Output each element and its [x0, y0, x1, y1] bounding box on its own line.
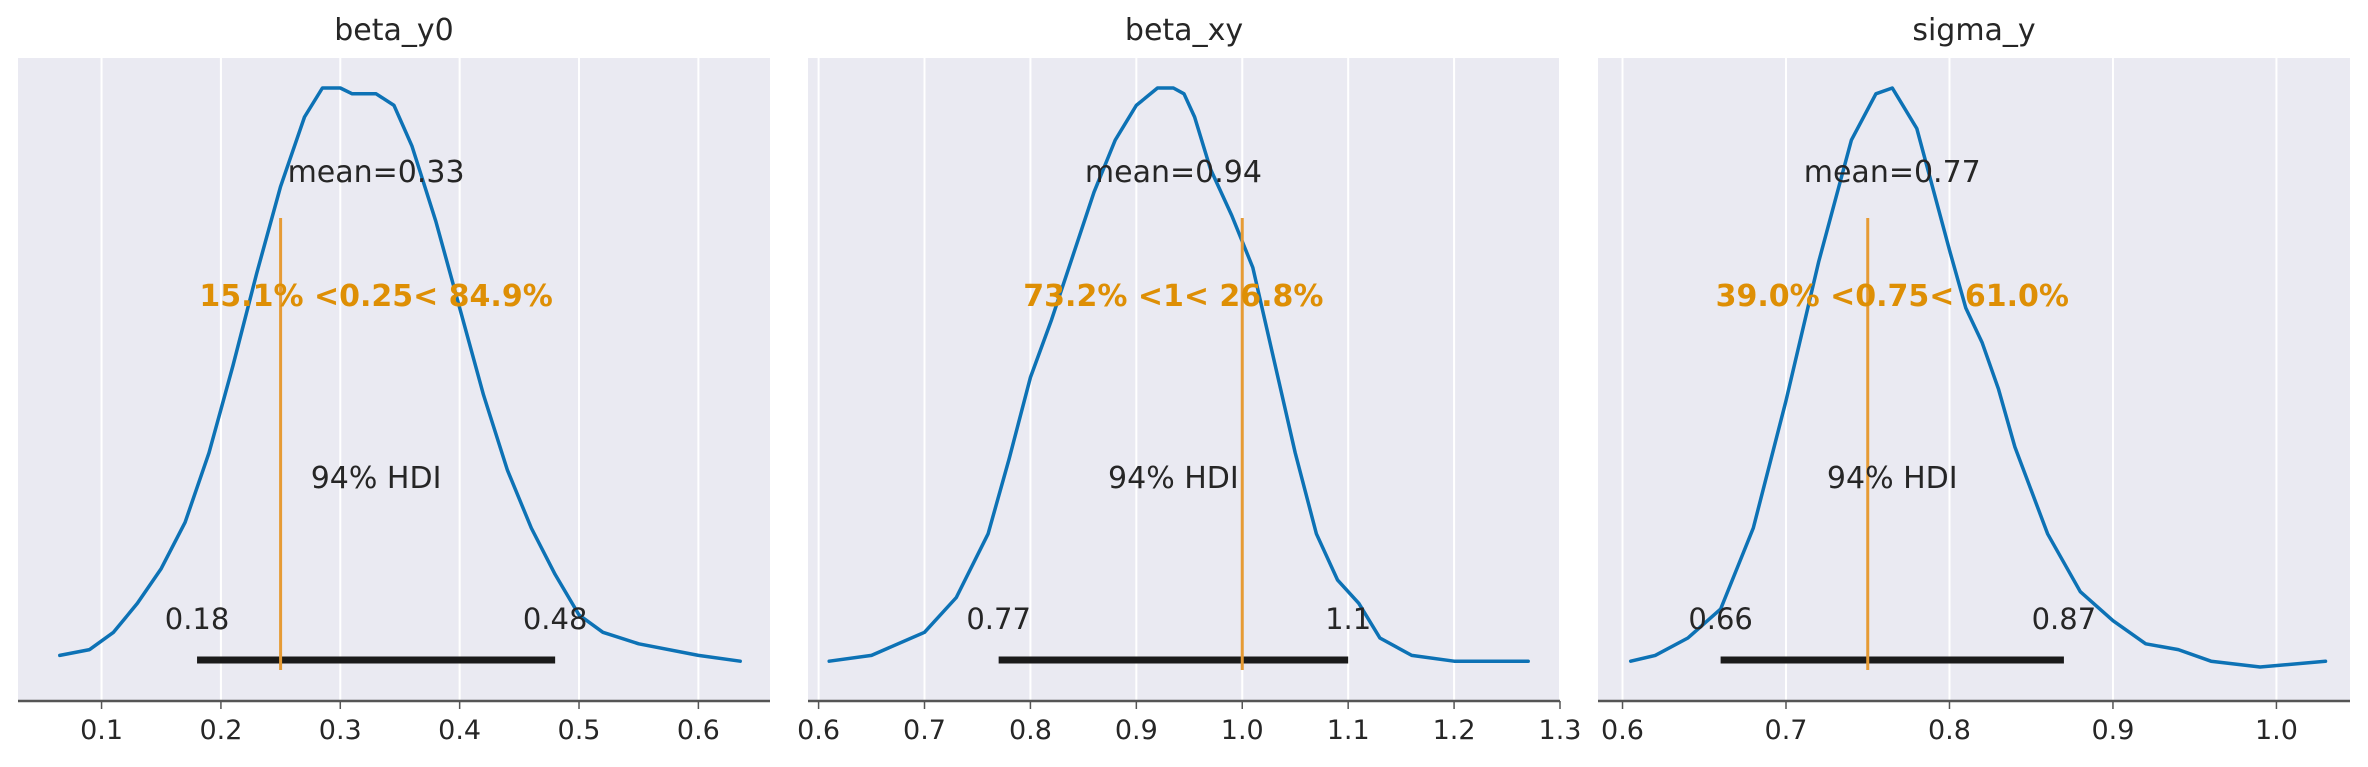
x-tick-label: 0.9 [1115, 715, 1158, 746]
x-tick-label: 1.0 [2255, 715, 2298, 746]
panel-title: beta_xy [1125, 13, 1243, 48]
mean-label: mean=0.77 [1804, 155, 1981, 190]
x-tick-label: 0.6 [677, 715, 720, 746]
plot-area [1598, 58, 2350, 701]
x-tick-label: 0.6 [1601, 715, 1644, 746]
hdi-label: 94% HDI [1108, 461, 1239, 496]
x-tick-label: 0.4 [438, 715, 481, 746]
x-tick-label: 0.9 [2091, 715, 2134, 746]
x-tick-label: 0.2 [199, 715, 242, 746]
panel-beta_xy: 0.6 0.7 0.8 0.9 1.0 1.1 1.2 1.3 beta_xy mean=0.94… [797, 13, 1581, 746]
hdi-label: 94% HDI [311, 461, 442, 496]
panel-beta_y0: 0.1 0.2 0.3 0.4 0.5 0.6 beta_y0 mean=0.33 15.1% … [18, 13, 770, 746]
hdi-high-label: 0.48 [523, 602, 588, 636]
x-tick-label: 0.6 [797, 715, 840, 746]
x-tick-label: 1.0 [1221, 715, 1264, 746]
density-curve [827, 86, 1530, 663]
x-tick-label: 0.7 [1765, 715, 1808, 746]
reference-label: 15.1% <0.25< 84.9% [199, 279, 552, 314]
reference-label: 39.0% <0.75< 61.0% [1716, 279, 2069, 314]
hdi-high-label: 0.87 [2032, 602, 2097, 636]
plot-area [808, 58, 1560, 701]
panel-title: sigma_y [1912, 13, 2035, 48]
x-tick-label: 0.1 [80, 715, 123, 746]
reference-label: 73.2% <1< 26.8% [1023, 279, 1323, 314]
density-curve [58, 86, 742, 663]
x-tick-label: 0.3 [319, 715, 362, 746]
x-tick-label: 0.8 [1928, 715, 1971, 746]
mean-label: mean=0.33 [288, 155, 465, 190]
x-tick-label: 0.5 [558, 715, 601, 746]
x-tick-label: 1.2 [1433, 715, 1476, 746]
hdi-high-label: 1.1 [1325, 602, 1371, 636]
hdi-low-label: 0.18 [165, 602, 230, 636]
x-tick-label: 1.1 [1327, 715, 1370, 746]
panel-title: beta_y0 [334, 13, 454, 48]
hdi-low-label: 0.77 [966, 602, 1031, 636]
x-tick-label: 1.3 [1539, 715, 1582, 746]
x-tick-label: 0.7 [903, 715, 946, 746]
density-curve [1628, 86, 2328, 669]
hdi-low-label: 0.66 [1688, 602, 1753, 636]
panel-sigma_y: 0.6 0.7 0.8 0.9 1.0 sigma_y mean=0.77 39.0% <0.… [1598, 13, 2350, 746]
mean-label: mean=0.94 [1085, 155, 1262, 190]
x-tick-label: 0.8 [1009, 715, 1052, 746]
hdi-label: 94% HDI [1827, 461, 1958, 496]
